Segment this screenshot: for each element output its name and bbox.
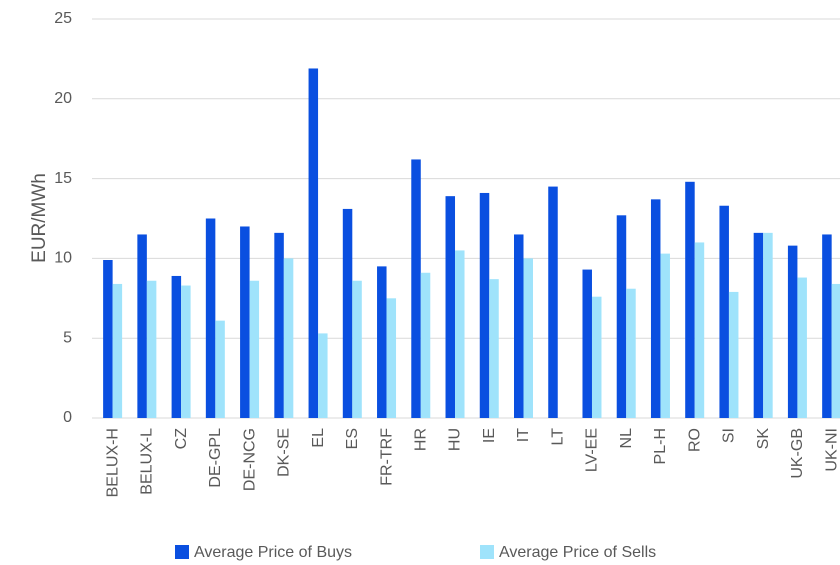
bar: [787, 245, 798, 418]
bar: [342, 208, 353, 418]
x-tick-label: DE-NCG: [241, 428, 258, 491]
x-tick-label: IT: [515, 428, 532, 442]
bar: [797, 277, 807, 418]
x-tick-label: SK: [755, 428, 772, 450]
bar: [728, 291, 739, 418]
bar: [514, 234, 524, 418]
bar: [249, 280, 260, 418]
bar: [479, 192, 490, 418]
x-tick-label: BELUX-L: [139, 428, 156, 495]
bar: [822, 234, 832, 418]
y-tick-label: 0: [63, 409, 72, 426]
bar: [694, 242, 705, 418]
x-tick-label: DK-SE: [276, 428, 293, 477]
bar: [171, 275, 182, 418]
bar: [146, 280, 157, 418]
legend-swatch: [175, 545, 189, 559]
x-tick-label: IE: [481, 428, 498, 443]
legend-swatch: [480, 545, 494, 559]
bar: [352, 280, 362, 418]
x-tick-label: PL-H: [652, 428, 669, 464]
y-axis-label: EUR/MWh: [29, 173, 50, 263]
bar: [489, 279, 499, 418]
x-tick-label: EL: [310, 428, 327, 448]
bar: [112, 283, 123, 418]
x-tick-label: DE-GPL: [207, 428, 224, 488]
x-tick-label: LT: [549, 428, 566, 446]
x-tick-label: HU: [447, 428, 464, 451]
bar: [660, 253, 670, 418]
y-tick-label: 20: [54, 90, 72, 107]
x-tick-label: UK-NI: [823, 428, 840, 472]
bar: [205, 218, 216, 418]
y-tick-label: 10: [54, 250, 72, 267]
bar: [240, 226, 250, 418]
x-tick-label: NL: [618, 428, 635, 449]
bar: [685, 181, 695, 418]
legend-label: Average Price of Buys: [194, 544, 352, 561]
x-tick-label: SI: [721, 428, 738, 443]
bar: [318, 333, 328, 418]
bar: [411, 159, 421, 418]
x-tick-label: HR: [412, 428, 429, 451]
legend-label: Average Price of Sells: [499, 544, 656, 561]
y-tick-label: 25: [54, 10, 72, 27]
bar: [103, 259, 113, 418]
bar: [181, 285, 191, 418]
bar: [420, 272, 431, 418]
bar: [831, 283, 840, 418]
y-tick-label: 5: [63, 329, 72, 346]
bar: [650, 199, 661, 418]
bar: [548, 186, 558, 418]
bar: [215, 320, 225, 418]
bar: [308, 68, 319, 418]
x-tick-label: CZ: [173, 428, 190, 450]
bar: [591, 296, 602, 418]
x-tick-label: UK-GB: [789, 428, 806, 479]
x-tick-label: FR-TRF: [378, 428, 395, 486]
bar: [582, 269, 592, 418]
bar: [763, 232, 773, 418]
bar: [386, 298, 397, 418]
bar: [274, 232, 284, 418]
x-tick-label: ES: [344, 428, 361, 449]
bar: [137, 234, 147, 418]
x-tick-label: LV-EE: [584, 428, 601, 472]
x-tick-label: RO: [686, 428, 703, 452]
bar: [616, 215, 627, 418]
x-tick-label: BELUX-H: [104, 428, 121, 497]
bar: [455, 250, 465, 418]
bar: [523, 258, 533, 418]
y-tick-label: 15: [54, 170, 72, 187]
bar: [753, 232, 764, 418]
bar: [377, 266, 387, 418]
bar: [283, 258, 294, 418]
bar: [719, 205, 729, 418]
bar: [626, 288, 636, 418]
bar: [445, 196, 456, 418]
